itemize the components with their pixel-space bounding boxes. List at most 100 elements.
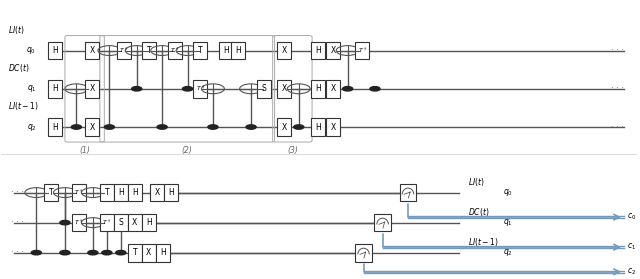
Circle shape [208,125,218,129]
FancyBboxPatch shape [85,42,99,59]
Circle shape [132,86,142,91]
Text: $T^\dagger$: $T^\dagger$ [74,218,83,227]
Text: H: H [236,46,241,55]
Text: X: X [90,46,95,55]
Text: $T^\dagger$: $T^\dagger$ [358,46,367,55]
Text: X: X [282,84,287,93]
Circle shape [71,125,81,129]
FancyBboxPatch shape [100,184,114,201]
FancyBboxPatch shape [72,214,86,232]
FancyBboxPatch shape [168,42,182,59]
FancyBboxPatch shape [142,244,156,261]
FancyBboxPatch shape [156,244,170,261]
Circle shape [60,251,70,255]
Text: X: X [154,188,159,197]
Text: X: X [330,46,335,55]
FancyBboxPatch shape [193,42,207,59]
Text: X: X [330,84,335,93]
Text: $LI(t)$: $LI(t)$ [8,23,24,35]
FancyBboxPatch shape [311,118,324,136]
Text: X: X [282,46,287,55]
Text: T: T [198,46,203,55]
Text: (1): (1) [79,146,90,155]
Circle shape [104,125,115,129]
FancyBboxPatch shape [257,80,271,98]
Text: H: H [315,46,321,55]
FancyBboxPatch shape [128,184,142,201]
FancyBboxPatch shape [72,184,86,201]
Text: $q_0$: $q_0$ [26,45,36,56]
Circle shape [342,86,353,91]
FancyBboxPatch shape [355,244,372,261]
FancyBboxPatch shape [85,80,99,98]
Text: · · ·: · · · [611,84,624,93]
FancyBboxPatch shape [311,80,324,98]
Text: H: H [146,218,152,227]
Text: · · ·: · · · [11,188,24,197]
FancyBboxPatch shape [114,184,128,201]
Circle shape [102,251,112,255]
Text: $q_1$: $q_1$ [27,83,36,94]
FancyBboxPatch shape [374,214,391,232]
FancyBboxPatch shape [49,118,62,136]
Text: · · ·: · · · [11,218,24,227]
FancyBboxPatch shape [219,42,233,59]
Text: · · ·: · · · [611,46,624,55]
Text: T: T [147,46,152,55]
FancyBboxPatch shape [277,42,291,59]
FancyBboxPatch shape [326,80,340,98]
Circle shape [294,125,304,129]
Text: H: H [160,248,166,257]
Text: $LI(t)$: $LI(t)$ [468,176,485,188]
Text: S: S [118,218,124,227]
Circle shape [157,125,167,129]
FancyBboxPatch shape [311,42,324,59]
FancyBboxPatch shape [193,80,207,98]
FancyBboxPatch shape [143,42,156,59]
FancyBboxPatch shape [128,214,142,232]
FancyBboxPatch shape [355,42,369,59]
FancyBboxPatch shape [400,184,416,201]
Text: X: X [282,122,287,131]
Text: $q_0$: $q_0$ [503,187,513,198]
Text: $q_1$: $q_1$ [503,217,513,228]
Text: H: H [52,46,58,55]
Text: (3): (3) [287,146,298,155]
Text: $c_1$: $c_1$ [627,242,636,252]
FancyBboxPatch shape [44,184,58,201]
Text: S: S [261,84,266,93]
Text: X: X [90,122,95,131]
FancyBboxPatch shape [164,184,178,201]
FancyBboxPatch shape [326,42,340,59]
Text: (2): (2) [182,146,193,155]
Text: $T^\dagger$: $T^\dagger$ [170,46,179,55]
Text: T: T [49,188,53,197]
Text: $T^\dagger$: $T^\dagger$ [102,218,111,227]
Circle shape [31,251,42,255]
Text: $c_2$: $c_2$ [627,266,636,277]
Text: H: H [168,188,174,197]
FancyBboxPatch shape [114,214,128,232]
Text: $T^\dagger$: $T^\dagger$ [196,84,205,93]
FancyBboxPatch shape [150,184,164,201]
FancyBboxPatch shape [277,80,291,98]
Text: $DC(t)$: $DC(t)$ [468,206,490,218]
Text: X: X [146,248,152,257]
FancyBboxPatch shape [85,118,99,136]
FancyBboxPatch shape [128,244,142,261]
Text: T: T [132,248,137,257]
Text: X: X [330,122,335,131]
FancyBboxPatch shape [142,214,156,232]
Circle shape [182,86,193,91]
Circle shape [370,86,380,91]
Circle shape [246,125,256,129]
Text: · · ·: · · · [11,248,24,257]
Text: X: X [90,84,95,93]
FancyBboxPatch shape [49,42,62,59]
Text: · · ·: · · · [611,122,624,131]
Text: $LI(t-1)$: $LI(t-1)$ [468,236,499,248]
Text: H: H [223,46,228,55]
FancyBboxPatch shape [326,118,340,136]
Text: H: H [52,84,58,93]
Text: H: H [118,188,124,197]
